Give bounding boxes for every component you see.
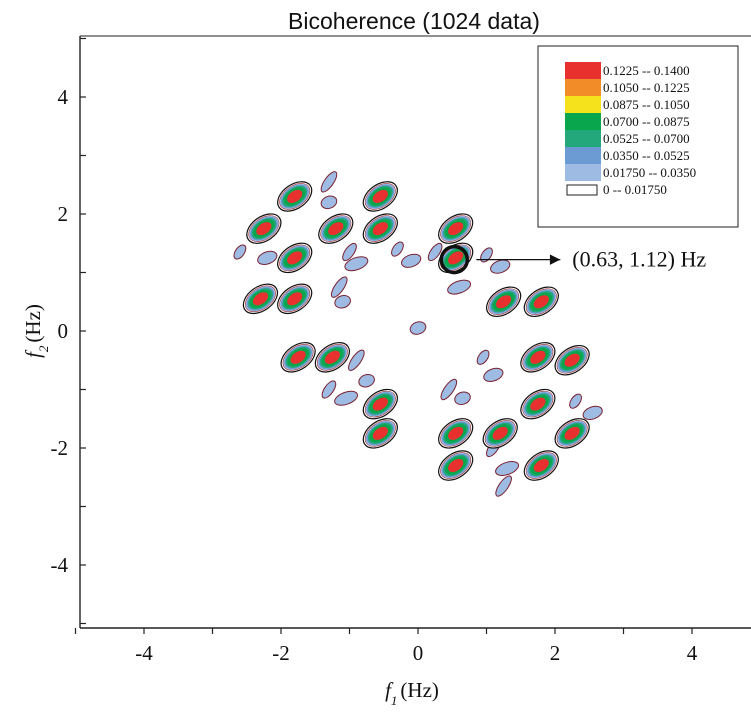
contour-peak [438,450,474,481]
legend-label: 0.01750 -- 0.0350 [603,165,696,180]
legend-label: 0.0350 -- 0.0525 [603,148,690,163]
contour-weak [483,367,504,382]
x-tick-label: -4 [135,641,153,665]
axis-ticks: -4 -2 0 2 4 -4 -2 0 2 4 [51,37,698,665]
contour-weak [569,393,582,409]
contour-peak [277,181,313,212]
contour-peak [438,418,474,449]
y-axis-label-subscript: 2 [36,345,51,352]
contour-weak [334,390,359,406]
legend-swatch [565,130,601,147]
contour-weak [495,461,520,476]
contour-peak [554,418,590,449]
legend-swatch [565,96,601,113]
contour-weak [321,380,337,399]
contour-peak [362,213,398,244]
peak-annotation: (0.63, 1.12) Hz [439,244,706,275]
legend-label: 0.1050 -- 0.1225 [603,80,690,95]
contour-weak [348,349,365,371]
contour-weak [342,242,357,262]
peak-contour-layer [242,181,590,481]
contour-weak [490,259,511,274]
contour-weak [320,195,338,210]
x-axis-label: f1 (Hz) [385,678,439,708]
y-tick-label: -2 [51,436,69,460]
contour-peak [520,342,556,373]
contour-peak [362,388,398,420]
contour-weak [480,247,493,263]
legend-swatch [565,62,601,79]
contour-weak [447,279,472,295]
legend-swatch [565,113,601,130]
contour-peak [362,181,398,212]
contour-peak [277,283,313,315]
contour-peak [314,342,350,373]
contour-weak [427,242,443,262]
y-axis-label: f2 (Hz) [21,304,51,358]
chart-title: Bicoherence (1024 data) [288,8,540,34]
contour-peak [242,283,279,315]
contour-weak [476,349,490,365]
svg-text:f1(Hz): f1 (Hz) [385,678,439,708]
contour-peak [554,344,590,376]
contour-weak [391,241,404,257]
legend-label: 0 -- 0.01750 [603,182,667,197]
legend-swatch [565,79,601,96]
y-tick-label: 4 [58,85,69,109]
y-tick-label: 0 [58,319,69,343]
contour-weak [334,294,351,309]
x-tick-label: 2 [550,641,561,665]
legend-label: 0.0700 -- 0.0875 [603,114,690,129]
legend: 0.1225 -- 0.1400 0.1050 -- 0.1225 0.0875 -… [537,45,739,228]
contour-weak [409,321,427,335]
annotation-label: (0.63, 1.12) Hz [572,247,706,272]
contour-peak [246,213,282,244]
contour-peak [362,418,398,449]
contour-weak [320,171,338,193]
contour-peak [520,388,556,420]
contour-weak [358,373,375,388]
x-axis-label-symbol: f [385,678,394,702]
y-tick-label: -4 [51,553,69,577]
contour-weak [257,250,278,265]
x-tick-label: 0 [413,641,424,665]
y-tick-label: 2 [58,202,69,226]
contour-peak [438,213,474,244]
x-tick-label: 4 [687,641,698,665]
contour-peak [482,418,518,449]
y-axis-label-unit: (Hz) [21,304,45,342]
legend-label: 0.0525 -- 0.0700 [603,131,690,146]
x-axis-label-subscript: 1 [391,693,398,708]
x-axis-label-unit: (Hz) [400,678,438,702]
legend-label: 0.0875 -- 0.1050 [603,97,690,112]
contour-weak [330,276,348,298]
contour-weak [401,253,422,268]
contour-peak [486,286,522,318]
contour-weak [454,391,471,406]
contour-peak [523,450,559,481]
x-tick-label: -2 [272,641,290,665]
contour-weak [440,378,458,401]
contour-weak [233,244,247,260]
highlight-circle [439,244,470,275]
weak-contour-layer [233,171,603,497]
legend-swatch [565,147,601,164]
legend-swatch [565,164,601,181]
contour-peak [523,286,559,318]
contour-peak [280,342,316,373]
svg-text:f2(Hz): f2 (Hz) [21,304,51,358]
legend-label: 0.1225 -- 0.1400 [603,63,690,78]
contour-peak [318,213,354,244]
y-axis-label-symbol: f [21,349,45,358]
contour-weak [582,405,603,420]
contour-weak [495,475,512,497]
contour-weak [344,256,369,272]
contour-peak [277,242,313,274]
legend-swatch [566,184,598,196]
